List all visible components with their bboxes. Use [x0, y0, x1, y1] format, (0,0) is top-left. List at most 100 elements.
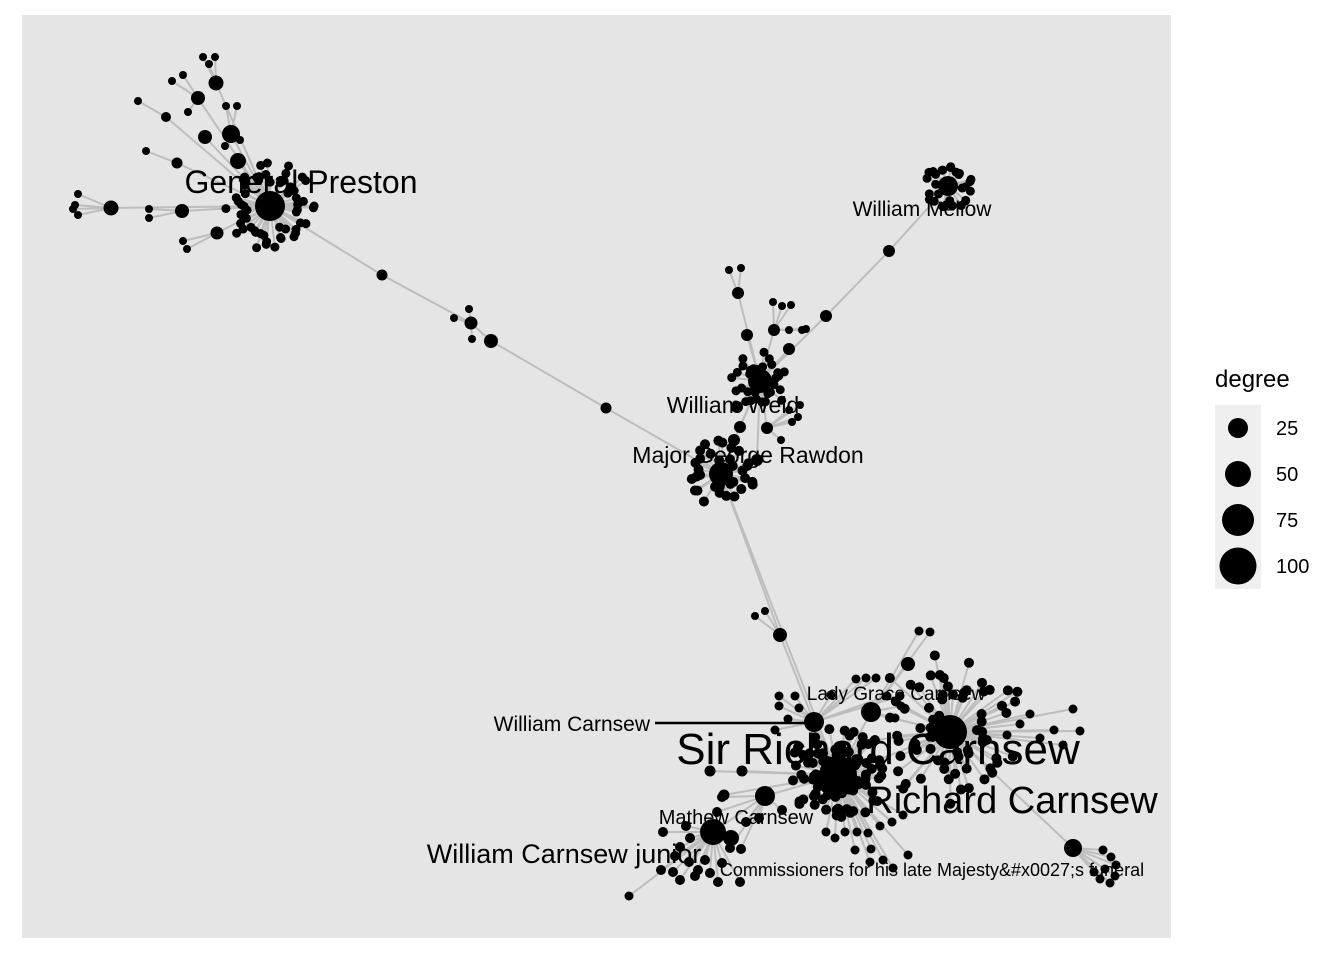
node-36	[240, 189, 250, 199]
node-385	[866, 844, 876, 854]
node-52	[284, 161, 294, 171]
node-401	[882, 691, 892, 701]
node-347	[884, 673, 895, 684]
node-260	[790, 760, 801, 771]
node-87	[74, 211, 82, 219]
node-161	[751, 454, 763, 466]
node-375	[971, 725, 982, 736]
node-360	[947, 689, 958, 700]
node-layer	[69, 53, 1121, 901]
node-335	[925, 731, 936, 742]
edge-410	[870, 630, 920, 713]
node-451	[713, 877, 723, 887]
node-40	[240, 172, 250, 182]
node-289	[857, 732, 868, 743]
node-399	[861, 673, 871, 683]
node-315	[962, 745, 973, 756]
node-392	[790, 691, 800, 701]
node-71	[210, 226, 224, 240]
node-69	[171, 157, 183, 169]
node-441	[705, 868, 715, 878]
edge-3	[490, 340, 607, 409]
node-449	[681, 821, 691, 831]
node-182	[729, 491, 740, 502]
node-464	[773, 628, 787, 642]
node-422	[1111, 860, 1121, 870]
node-159	[734, 421, 746, 433]
node-318	[961, 763, 972, 774]
edge-78	[204, 136, 271, 207]
node-2	[468, 335, 476, 343]
node-420	[1098, 845, 1108, 855]
node-30	[236, 210, 246, 220]
node-13	[275, 222, 285, 232]
node-358	[938, 673, 949, 684]
node-139	[732, 367, 742, 377]
node-62	[308, 203, 318, 213]
node-199	[705, 448, 716, 459]
node-410	[704, 765, 716, 777]
hub-mathew-carnsew	[755, 786, 775, 806]
node-74	[211, 53, 219, 61]
label-william-mellow: William Mellow	[853, 198, 993, 221]
node-202	[717, 437, 728, 448]
node-16	[276, 233, 286, 243]
node-448	[658, 827, 668, 837]
node-395	[783, 714, 793, 724]
node-417	[1025, 709, 1035, 719]
label-william-carnsew-junior: William Carnsew junior	[427, 839, 702, 869]
node-219	[872, 796, 883, 807]
node-47	[261, 170, 271, 180]
node-366	[984, 684, 995, 695]
node-123	[820, 310, 832, 322]
node-389	[850, 845, 860, 855]
node-252	[788, 775, 799, 786]
node-442	[717, 858, 727, 868]
node-364	[976, 677, 987, 688]
node-426	[1095, 874, 1105, 884]
node-415	[1049, 725, 1059, 735]
edge-95	[145, 150, 178, 164]
node-237	[821, 804, 832, 815]
node-155	[741, 329, 753, 341]
node-79	[222, 102, 230, 110]
node-160	[731, 401, 743, 413]
node-460	[376, 269, 388, 281]
node-91	[179, 237, 187, 245]
node-158	[761, 422, 773, 434]
node-363	[959, 687, 970, 698]
node-450	[735, 877, 745, 887]
node-137	[731, 386, 741, 396]
node-4	[761, 607, 769, 615]
node-174	[788, 418, 796, 426]
node-146	[759, 347, 769, 357]
node-81	[221, 142, 229, 150]
node-328	[915, 773, 926, 784]
node-322	[955, 784, 966, 795]
hub-william-mellow	[938, 176, 958, 196]
node-340	[915, 723, 926, 734]
legend-key-25	[1228, 418, 1248, 438]
node-434	[736, 844, 746, 854]
node-157	[783, 343, 795, 355]
node-457	[723, 830, 739, 846]
node-66	[191, 91, 205, 105]
edge-80	[176, 162, 271, 207]
node-370	[996, 700, 1007, 711]
node-235	[831, 804, 842, 815]
edge-9	[825, 250, 890, 317]
node-134	[741, 397, 751, 407]
node-50	[275, 178, 285, 188]
node-168	[785, 326, 793, 334]
node-461	[464, 316, 478, 330]
node-436	[685, 833, 695, 843]
node-82	[236, 136, 244, 144]
node-110	[928, 167, 938, 177]
legend-key-75	[1222, 504, 1254, 536]
node-105	[924, 189, 934, 199]
node-390	[865, 857, 875, 867]
node-437	[675, 842, 685, 852]
node-438	[670, 851, 680, 861]
node-333	[895, 751, 906, 762]
